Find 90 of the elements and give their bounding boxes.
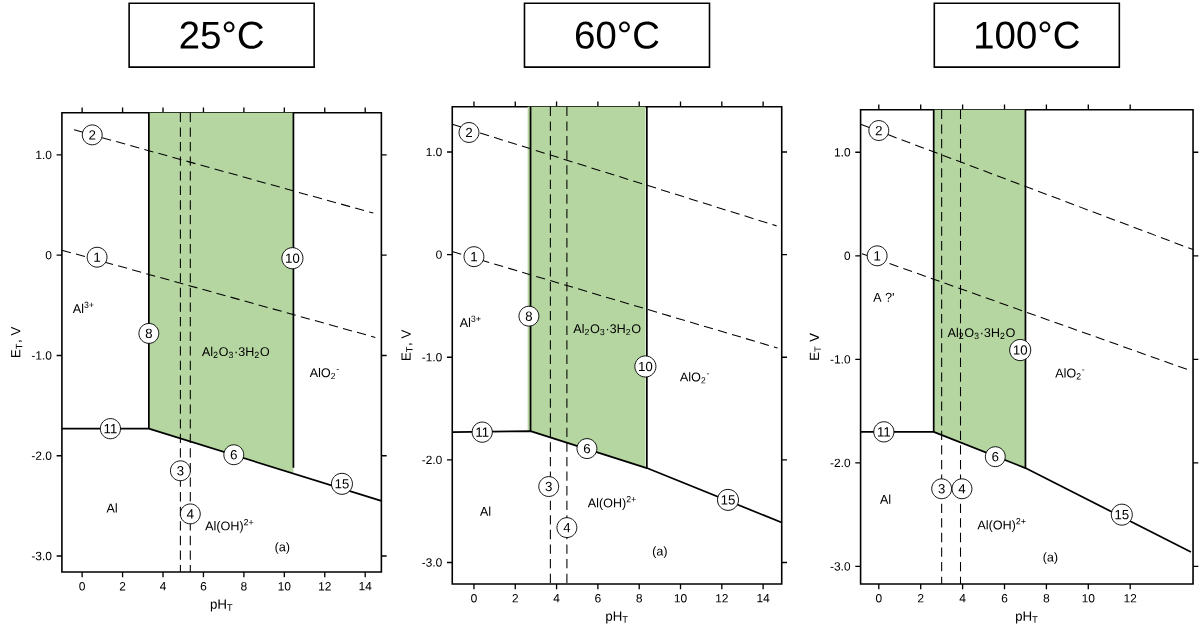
annotation: 3 xyxy=(938,484,945,494)
x-tick-label: 8 xyxy=(1043,594,1050,603)
annotation: Al xyxy=(879,494,891,504)
y-tick-label: -3.0 xyxy=(830,562,851,571)
x-tick-label: 4 xyxy=(959,594,966,603)
x-tick-label: 10 xyxy=(1082,594,1095,603)
x-tick-label: 4 xyxy=(159,582,166,591)
x-tick-label: 14 xyxy=(757,594,770,603)
chart-title: 60°C xyxy=(575,21,659,49)
x-tick-label: 2 xyxy=(512,594,518,603)
y-tick-label: -2.0 xyxy=(830,458,851,468)
x-tick-label: 12 xyxy=(716,594,728,603)
annotation: 3 xyxy=(177,466,184,476)
y-tick-label: 0 xyxy=(436,250,442,259)
annotation: 11 xyxy=(877,427,891,437)
annotation: Al$_{2}$O$_{3}$·3H$_{2}$O xyxy=(201,346,270,359)
y-tick-label: -1.0 xyxy=(31,351,52,360)
x-tick-label: 10 xyxy=(674,594,687,603)
x-tick-label: 0 xyxy=(79,582,85,591)
x-tick-label: 2 xyxy=(918,594,924,603)
y-axis-title: E$_{T}$ V xyxy=(809,333,821,360)
annotation: 4 xyxy=(958,484,966,494)
annotation: 15 xyxy=(1115,510,1129,520)
x-axis-title: pH$_{T}$ xyxy=(1016,611,1038,624)
annotation: 1 xyxy=(94,252,101,262)
y-tick-label: 0 xyxy=(45,251,52,260)
x-axis-title: pH$_{T}$ xyxy=(210,599,233,612)
annotation: AlO$_{2}$- xyxy=(679,372,709,384)
x-tick-label: 12 xyxy=(1124,594,1137,603)
annotation: Al xyxy=(106,503,117,513)
y-tick-label: 0 xyxy=(844,251,851,261)
y-tick-label: -2.0 xyxy=(422,455,442,465)
y-tick-label: 1.0 xyxy=(426,147,442,157)
y-tick-label: -3.0 xyxy=(422,558,442,567)
x-tick-label: 0 xyxy=(471,594,477,603)
annotation: A ?' xyxy=(873,292,894,302)
annotation: 6 xyxy=(230,450,237,460)
annotation: 2 xyxy=(465,127,473,138)
annotation: 6 xyxy=(992,452,999,462)
annotation: (a) xyxy=(1043,552,1058,565)
annotation: 4 xyxy=(186,509,194,519)
annotation: 8 xyxy=(145,328,152,339)
annotation: Al$_{2}$O$_{3}$·3H$_{2}$O xyxy=(573,323,641,336)
annotation: 10 xyxy=(639,361,653,372)
annotation: (a) xyxy=(652,546,667,559)
x-tick-label: 6 xyxy=(595,594,601,603)
y-tick-label: -1.0 xyxy=(422,353,442,362)
x-tick-label: 8 xyxy=(636,594,642,603)
x-tick-label: 12 xyxy=(319,582,331,591)
annotation: 6 xyxy=(583,443,591,454)
annotation: 1 xyxy=(874,251,881,261)
annotation: 11 xyxy=(476,427,489,437)
annotation: 4 xyxy=(563,523,571,533)
x-tick-label: 8 xyxy=(241,582,247,591)
x-tick-label: 14 xyxy=(359,582,372,591)
annotation: Al$^{3+}$ xyxy=(459,315,481,327)
annotation: 10 xyxy=(1013,345,1028,355)
annotation: 2 xyxy=(89,130,96,140)
x-tick-label: 6 xyxy=(200,582,207,591)
y-tick-label: 1.0 xyxy=(834,148,851,157)
y-tick-label: -3.0 xyxy=(31,551,52,561)
annotation: 15 xyxy=(721,495,735,505)
x-axis-title: pH$_{T}$ xyxy=(606,611,628,624)
annotation: (a) xyxy=(275,542,290,554)
x-tick-label: 4 xyxy=(553,594,560,603)
annotation: 15 xyxy=(335,479,349,489)
y-tick-label: 1.0 xyxy=(36,150,52,160)
annotation: 1 xyxy=(471,252,477,262)
y-tick-label: -1.0 xyxy=(830,355,851,364)
x-tick-label: 2 xyxy=(119,582,126,591)
y-tick-label: -2.0 xyxy=(31,451,52,461)
x-tick-label: 10 xyxy=(278,582,291,591)
y-axis-title: E$_{T}$, V xyxy=(401,329,413,361)
annotation: Al(OH)$^{2+}$ xyxy=(205,519,254,533)
annotation: 8 xyxy=(525,311,533,321)
y-axis-title: E$_{T}$, V xyxy=(11,326,23,358)
annotation: Al(OH)$^{2+}$ xyxy=(587,496,636,510)
annotation: 10 xyxy=(286,253,300,263)
annotation: 2 xyxy=(875,125,882,136)
x-tick-label: 0 xyxy=(875,594,882,603)
chart-title: 100°C xyxy=(976,21,1079,49)
x-tick-label: 6 xyxy=(1001,594,1008,603)
annotation: Al xyxy=(479,506,491,516)
annotation: Al(OH)$^{2+}$ xyxy=(977,518,1026,532)
annotation: 3 xyxy=(545,481,552,492)
annotation: 11 xyxy=(104,424,117,434)
chart-title: 25°C xyxy=(180,21,264,49)
annotation: AlO$_{2}$- xyxy=(309,368,339,380)
annotation: Al$^{3+}$ xyxy=(72,301,94,314)
annotation: AlO$_{2}$- xyxy=(1055,368,1085,380)
